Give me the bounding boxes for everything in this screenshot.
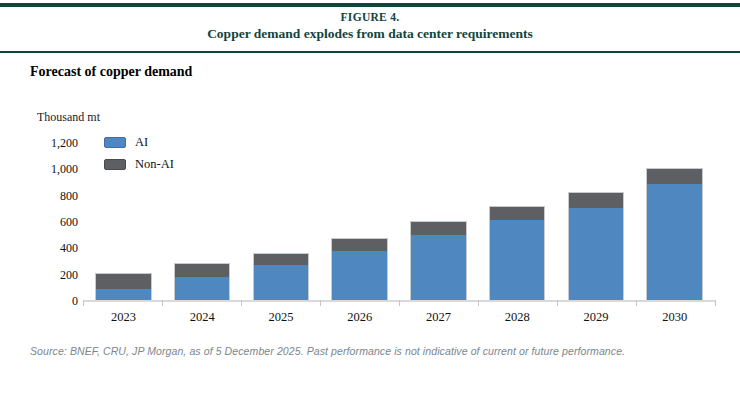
x-tick-label-2028: 2028 [478, 310, 557, 325]
bar-slot-2029 [557, 143, 636, 301]
stacked-bar-2023 [95, 273, 152, 301]
x-tick-label-2024: 2024 [163, 310, 242, 325]
segment-ai-2026 [332, 251, 387, 301]
segment-ai-2024 [175, 277, 230, 301]
x-tick-label-2029: 2029 [557, 310, 636, 325]
stacked-bar-2027 [410, 221, 467, 301]
y-axis-tick-labels: 02004006008001,0001,200 [20, 143, 78, 301]
y-tick-label: 600 [60, 215, 78, 230]
source-note: Source: BNEF, CRU, JP Morgan, as of 5 De… [30, 345, 720, 357]
stacked-bar-2028 [489, 206, 546, 301]
x-axis-tick [557, 300, 558, 306]
x-tick-label-2026: 2026 [320, 310, 399, 325]
segment-ai-2025 [254, 265, 309, 301]
bar-slot-2027 [399, 143, 478, 301]
legend-item-non-ai: Non-AI [104, 158, 174, 170]
y-tick-label: 400 [60, 241, 78, 256]
legend-label: AI [135, 135, 148, 150]
y-axis-unit-label: Thousand mt [37, 110, 100, 125]
x-axis-tick [162, 300, 163, 306]
header-bottom-rule [0, 51, 740, 53]
segment-non-ai-2023 [96, 274, 151, 288]
y-tick-label: 1,000 [51, 162, 78, 177]
segment-non-ai-2026 [332, 239, 387, 251]
stacked-bar-2026 [331, 238, 388, 301]
segment-ai-2029 [569, 208, 624, 301]
x-axis-tick [636, 300, 637, 306]
stacked-bar-2025 [253, 253, 310, 301]
figure-number-label: FIGURE 4. [0, 11, 740, 23]
figure-title: Copper demand explodes from data center … [0, 26, 740, 42]
segment-ai-2028 [490, 220, 545, 301]
y-tick-label: 1,200 [51, 136, 78, 151]
legend-swatch-icon [104, 159, 126, 170]
stacked-bar-2024 [174, 263, 231, 301]
stacked-bar-2030 [646, 168, 703, 301]
stacked-bar-2029 [568, 192, 625, 301]
x-axis-tick [399, 300, 400, 306]
x-axis-tick [320, 300, 321, 306]
y-tick-label: 0 [72, 294, 78, 309]
legend-swatch-icon [104, 137, 126, 148]
bar-slot-2025 [242, 143, 321, 301]
chart-subtitle: Forecast of copper demand [30, 64, 192, 80]
bar-slot-2024 [163, 143, 242, 301]
segment-ai-2027 [411, 235, 466, 301]
x-tick-label-2030: 2030 [635, 310, 714, 325]
x-tick-label-2025: 2025 [242, 310, 321, 325]
figure-page: FIGURE 4. Copper demand explodes from da… [0, 0, 740, 403]
chart-legend: AI Non-AI [104, 136, 174, 180]
segment-non-ai-2029 [569, 193, 624, 208]
segment-non-ai-2030 [647, 169, 702, 184]
legend-label: Non-AI [135, 157, 174, 172]
x-axis-tick-labels: 20232024202520262027202820292030 [84, 310, 714, 325]
x-tick-label-2023: 2023 [84, 310, 163, 325]
segment-non-ai-2028 [490, 207, 545, 220]
x-axis-tick [83, 300, 84, 306]
bar-slot-2026 [320, 143, 399, 301]
x-axis-tick [241, 300, 242, 306]
segment-ai-2030 [647, 184, 702, 301]
stacked-bar-plot-area [84, 143, 714, 301]
y-tick-label: 800 [60, 188, 78, 203]
segment-non-ai-2027 [411, 222, 466, 235]
segment-non-ai-2025 [254, 254, 309, 265]
y-tick-label: 200 [60, 267, 78, 282]
x-axis-tick [478, 300, 479, 306]
bar-slot-2030 [635, 143, 714, 301]
legend-item-ai: AI [104, 136, 174, 148]
x-tick-label-2027: 2027 [399, 310, 478, 325]
x-axis-tick [715, 300, 716, 306]
bar-slot-2028 [478, 143, 557, 301]
header-top-rule [0, 3, 740, 7]
segment-non-ai-2024 [175, 264, 230, 277]
